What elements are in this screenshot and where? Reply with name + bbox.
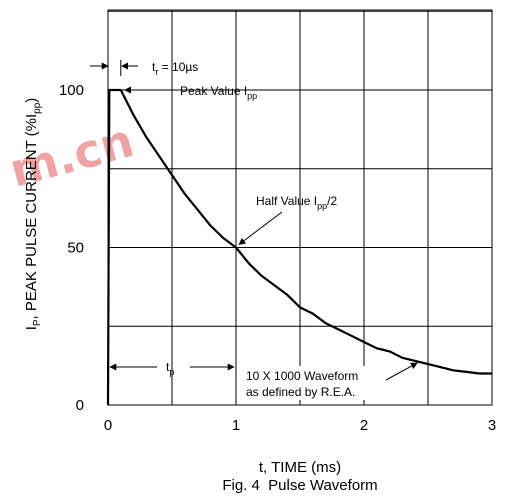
y-tick-label: 50 xyxy=(67,240,84,257)
y-axis-title-suffix: ) xyxy=(23,98,40,103)
half-value-subscript: pp xyxy=(317,201,327,211)
waveform-note-arrow xyxy=(385,362,418,381)
x-tick-label: 1 xyxy=(232,417,240,434)
waveform-note-line-1: 10 X 1000 Waveform xyxy=(246,369,358,383)
x-tick-label: 3 xyxy=(488,417,496,434)
y-axis-title: IP, PEAK PULSE CURRENT (%Ipp) xyxy=(23,98,43,331)
y-axis-title-text: , PEAK PULSE CURRENT (%I xyxy=(23,114,40,320)
figure-caption: Fig. 4 Pulse Waveform xyxy=(222,477,377,494)
labels: t, TIME (ms)Fig. 4 Pulse Waveform IP, PEA… xyxy=(23,98,378,494)
x-tick-label: 2 xyxy=(360,417,368,434)
tp-subscript: p xyxy=(169,367,174,377)
peak-value-subscript: pp xyxy=(247,91,257,101)
waveform-note-line-2: as defined by R.E.A. xyxy=(246,385,355,399)
half-value-text: Half Value I xyxy=(256,194,317,208)
rise-time-label: tr = 10µs xyxy=(152,60,198,77)
waveform-note-background xyxy=(243,366,383,400)
y-axis-title-symbol-subscript: P xyxy=(32,319,43,326)
pulse-waveform-line xyxy=(106,88,492,406)
y-tick-label: 0 xyxy=(76,397,84,414)
x-tick-label: 0 xyxy=(104,417,112,434)
rise-time-value: = 10µs xyxy=(158,60,198,74)
tp-symbol: t xyxy=(166,360,170,374)
x-axis-title: t, TIME (ms) xyxy=(259,459,341,476)
y-axis-title-subscript: pp xyxy=(32,102,43,114)
series-layer xyxy=(106,88,492,406)
tp-label: tp xyxy=(166,360,174,377)
rise-time-symbol: t xyxy=(152,60,156,74)
peak-value-text: Peak Value I xyxy=(180,84,247,98)
y-axis-title-symbol: I xyxy=(23,326,40,330)
rise-time-subscript: r xyxy=(155,67,158,77)
axis-layer: 0 1 2 3 0 50 100 xyxy=(59,82,496,434)
half-value-suffix: /2 xyxy=(327,194,337,208)
half-value-label: Half Value Ipp/2 xyxy=(256,194,338,211)
y-tick-label: 100 xyxy=(59,82,84,99)
half-value-arrow xyxy=(238,211,283,245)
peak-value-label: Peak Value Ipp xyxy=(180,84,257,101)
